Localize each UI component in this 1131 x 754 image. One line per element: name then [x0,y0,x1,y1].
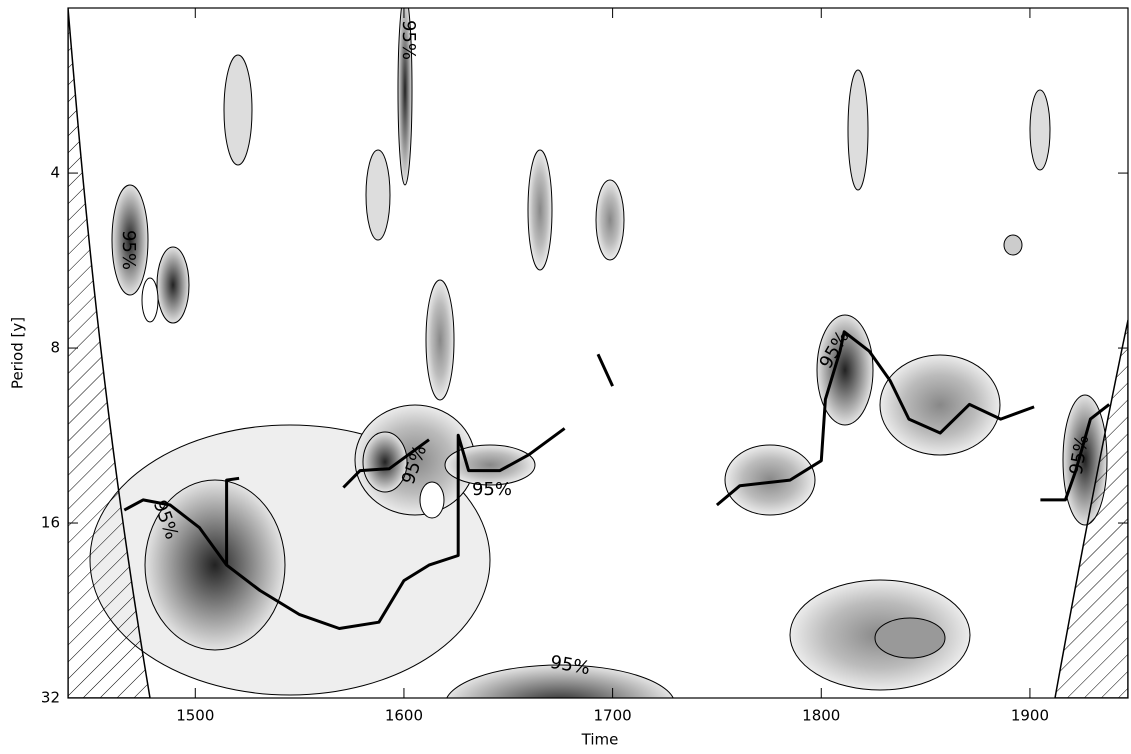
x-tick-label: 1900 [1011,707,1049,725]
x-axis-title: Time [581,731,619,749]
y-tick-label: 32 [41,689,60,707]
y-tick-label: 16 [41,514,60,532]
y-axis-title: Period [y] [9,317,27,389]
x-tick-label: 1600 [385,707,423,725]
x-tick-label: 1700 [594,707,632,725]
cone-of-influence [1054,319,1128,698]
cone-of-influence [68,8,151,698]
contour-label: 95% [398,20,419,60]
contour-label: 95% [472,479,512,500]
contour-label: 95% [118,230,139,270]
x-tick-label: 1800 [802,707,840,725]
y-tick-label: 4 [50,164,60,182]
y-tick-label: 8 [50,339,60,357]
ridge-line [123,330,1111,630]
plot-frame [67,7,1129,699]
power-shading [68,8,1128,698]
x-tick-label: 1500 [176,707,214,725]
